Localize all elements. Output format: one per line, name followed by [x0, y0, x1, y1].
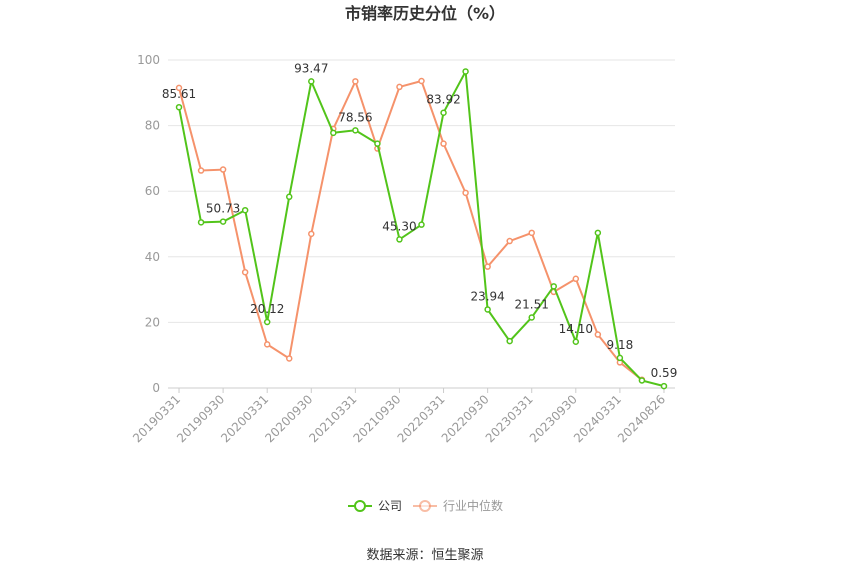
data-point-industry-median[interactable] [462, 189, 469, 197]
data-point-company[interactable] [506, 337, 513, 345]
data-point-industry-median[interactable] [175, 84, 183, 92]
y-axis-ticks: 0 20 40 60 80 100 [137, 53, 160, 395]
data-point-company[interactable] [550, 283, 558, 290]
data-label: 45.30 [382, 219, 416, 233]
chart-title: 市销率历史分位（%） [345, 4, 505, 23]
data-point-company[interactable] [241, 206, 249, 214]
data-source-note: 数据来源：恒生聚源 [366, 548, 483, 563]
data-point-industry-median[interactable] [572, 275, 580, 283]
y-tick-label: 100 [137, 53, 160, 67]
data-point-company[interactable] [285, 193, 293, 201]
data-point-company[interactable] [418, 221, 425, 228]
data-point-industry-median[interactable] [241, 268, 249, 276]
data-point-industry-median[interactable] [197, 167, 205, 174]
data-point-industry-median[interactable] [528, 229, 535, 237]
y-tick-label: 20 [145, 315, 160, 329]
data-point-company[interactable] [374, 140, 381, 147]
data-point-industry-median[interactable] [352, 78, 359, 85]
data-label: 50.73 [206, 202, 240, 216]
data-point-industry-median[interactable] [594, 331, 602, 338]
data-point-company[interactable] [308, 78, 315, 85]
data-label: 23.94 [470, 289, 504, 303]
data-label: 21.51 [515, 297, 549, 311]
data-point-industry-median[interactable] [263, 341, 271, 348]
data-label: 93.47 [294, 61, 328, 75]
data-point-company[interactable] [440, 109, 447, 116]
data-point-company[interactable] [263, 318, 271, 326]
data-label: 14.10 [559, 322, 593, 336]
data-point-company[interactable] [330, 129, 337, 137]
data-label: 0.59 [651, 366, 678, 380]
data-point-company[interactable] [660, 382, 668, 390]
grid-lines [168, 59, 675, 323]
data-point-company[interactable] [396, 236, 403, 243]
data-label: 78.56 [338, 110, 372, 124]
data-point-industry-median[interactable] [484, 263, 491, 270]
data-point-industry-median[interactable] [506, 237, 513, 245]
series-line-company [178, 68, 665, 388]
legend-item-company[interactable]: 公司 [348, 499, 402, 513]
y-tick-label: 80 [145, 119, 160, 133]
data-point-industry-median[interactable] [285, 355, 293, 362]
data-point-company[interactable] [352, 127, 359, 134]
data-label: 20.12 [250, 302, 284, 316]
legend-label-company: 公司 [378, 499, 402, 513]
data-labels: 85.61 50.73 20.12 93.47 78.56 45.30 83.92 23.94… [162, 61, 677, 380]
data-point-industry-median[interactable] [418, 77, 425, 85]
data-point-industry-median[interactable] [440, 140, 447, 147]
series-layer [175, 68, 668, 390]
y-tick-label: 40 [145, 250, 160, 264]
data-point-company[interactable] [462, 68, 469, 75]
data-label: 83.92 [426, 93, 460, 107]
data-point-company[interactable] [638, 377, 646, 384]
legend-item-industry-median[interactable]: 行业中位数 [413, 498, 503, 513]
data-point-industry-median[interactable] [219, 166, 227, 173]
legend-swatch-marker [354, 500, 366, 512]
data-label: 85.61 [162, 87, 196, 101]
y-tick-label: 60 [145, 184, 160, 198]
data-point-company[interactable] [572, 338, 580, 346]
data-point-company[interactable] [616, 354, 624, 362]
x-tick-label: 20240826 [615, 392, 668, 445]
legend-label-industry-median: 行业中位数 [443, 498, 503, 513]
data-label: 9.18 [607, 338, 634, 352]
data-point-industry-median[interactable] [308, 230, 315, 238]
legend-swatch-marker [419, 500, 431, 512]
data-point-company[interactable] [594, 229, 602, 237]
data-point-company[interactable] [197, 219, 205, 226]
data-point-company[interactable] [219, 218, 227, 225]
data-point-company[interactable] [175, 103, 183, 111]
data-point-company[interactable] [484, 306, 491, 313]
data-point-industry-median[interactable] [396, 83, 403, 91]
x-axis: 2019033120190930202003312020093020210331… [130, 387, 675, 445]
y-tick-label: 0 [152, 381, 160, 395]
legend[interactable]: 公司 行业中位数 [348, 498, 503, 513]
data-point-company[interactable] [528, 314, 535, 321]
series-line-industry-median [178, 78, 643, 381]
